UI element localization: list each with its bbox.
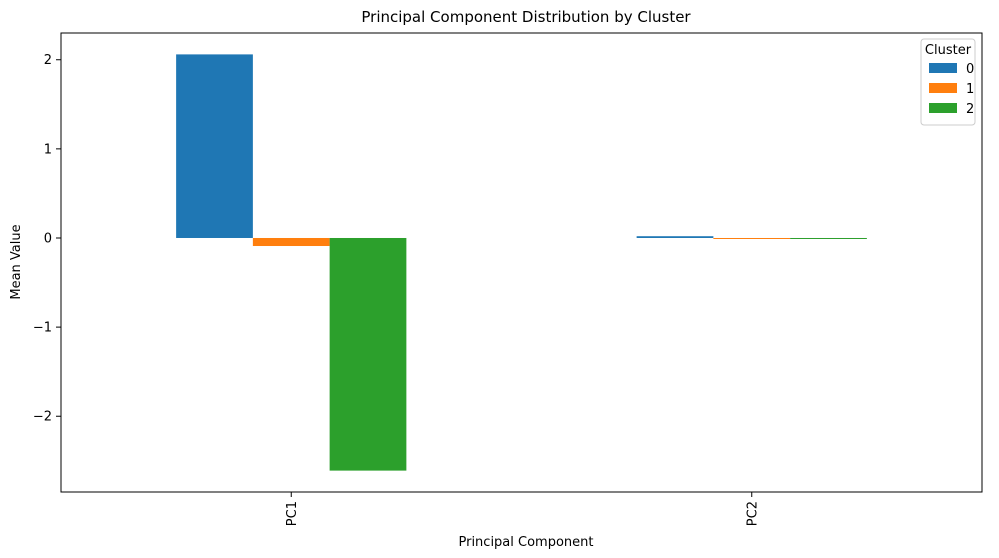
legend-label-0: 0 xyxy=(966,62,974,77)
plot-frame xyxy=(60,32,983,493)
legend-label-1: 1 xyxy=(966,82,974,97)
y-tick-label: −2 xyxy=(33,410,52,425)
legend-label-2: 2 xyxy=(966,102,974,117)
bar-cluster-1-pc2 xyxy=(713,237,791,239)
y-axis-label: Mean Value xyxy=(9,224,24,299)
legend-swatch-2 xyxy=(929,103,957,113)
x-tick-label-pc2: PC2 xyxy=(745,501,760,526)
bar-cluster-2-pc1 xyxy=(329,237,407,471)
y-tick-label: 1 xyxy=(44,142,52,157)
y-tick-label: 2 xyxy=(44,53,52,68)
x-axis-label: Principal Component xyxy=(458,535,593,550)
y-tick-label: 0 xyxy=(44,231,52,246)
legend-swatch-0 xyxy=(929,63,957,73)
bar-cluster-2-pc2 xyxy=(790,237,867,239)
y-tick-label: −1 xyxy=(33,321,52,336)
y-axis: 2 1 0 −1 −2 xyxy=(33,53,61,425)
legend-swatch-1 xyxy=(929,83,957,93)
x-axis: PC1 PC2 xyxy=(285,492,760,526)
bar-cluster-0-pc2 xyxy=(636,236,714,238)
bar-cluster-1-pc1 xyxy=(252,237,330,247)
bar-cluster-0-pc1 xyxy=(176,54,253,238)
legend: Cluster 0 1 2 xyxy=(920,38,976,126)
x-tick-label-pc1: PC1 xyxy=(285,501,300,526)
legend-title: Cluster xyxy=(925,43,972,58)
chart-title: Principal Component Distribution by Clus… xyxy=(361,8,691,26)
plot-area xyxy=(176,54,867,471)
